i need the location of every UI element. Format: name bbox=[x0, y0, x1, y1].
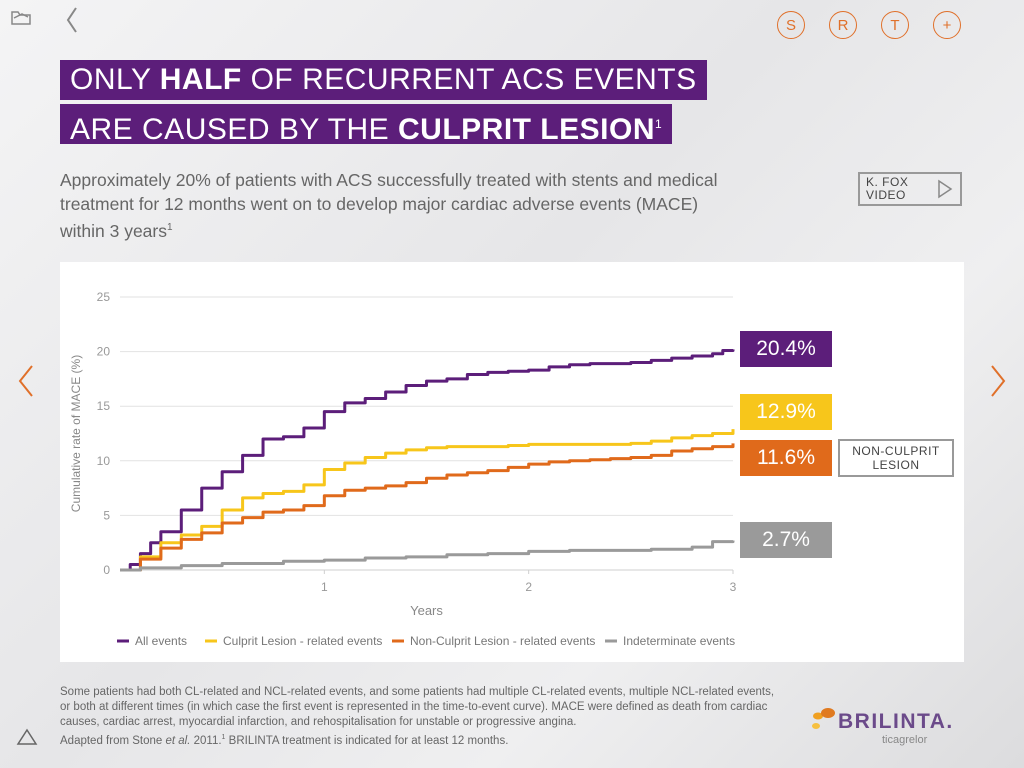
logo-mark-icon bbox=[812, 708, 835, 729]
title-text: OF RECURRENT ACS EVENTS bbox=[241, 63, 697, 96]
legend-label: All events bbox=[135, 634, 187, 648]
title-emphasis: HALF bbox=[159, 63, 242, 96]
mace-chart: 0 5 10 15 20 25 1 2 3 Years Cumulative rate of MAC… bbox=[69, 290, 737, 648]
citation-text: Adapted from Stone bbox=[60, 734, 166, 747]
t-button[interactable]: T bbox=[881, 11, 909, 39]
legend-label: Non-Culprit Lesion - related events bbox=[410, 634, 595, 648]
legend-label: Indeterminate events bbox=[623, 634, 735, 648]
y-tick-label: 5 bbox=[103, 508, 110, 522]
y-tick-label: 20 bbox=[97, 345, 111, 359]
title-text: ARE CAUSED BY THE bbox=[70, 113, 398, 146]
r-button[interactable]: R bbox=[829, 11, 857, 39]
x-tick-label: 1 bbox=[321, 580, 328, 594]
y-axis-label: Cumulative rate of MACE (%) bbox=[69, 355, 83, 512]
citation-italic: et al. bbox=[165, 734, 191, 747]
y-tick-label: 15 bbox=[97, 399, 111, 413]
title-text: ONLY bbox=[70, 63, 160, 96]
culprit-value: 12.9% bbox=[740, 394, 832, 430]
y-tick-label: 25 bbox=[97, 290, 111, 304]
home-folder-icon[interactable] bbox=[10, 8, 32, 26]
s-button[interactable]: S bbox=[777, 11, 805, 39]
title-emphasis: CULPRIT LESION bbox=[397, 113, 655, 146]
logo-name: BRILINTA. bbox=[838, 710, 954, 733]
title-reference: 1 bbox=[655, 117, 663, 131]
title-line-1: ONLY HALF OF RECURRENT ACS EVENTS bbox=[60, 60, 707, 100]
citation-text: BRILINTA treatment is indicated for at l… bbox=[225, 734, 509, 747]
y-tick-label: 0 bbox=[103, 563, 110, 577]
subtitle-reference: 1 bbox=[167, 222, 173, 233]
citation: Adapted from Stone et al. 2011.1 BRILINT… bbox=[60, 730, 780, 749]
footnote-text: Some patients had both CL-related and NC… bbox=[60, 686, 775, 728]
brilinta-logo: BRILINTA. ticagrelor bbox=[808, 704, 968, 748]
citation-text: 2011. bbox=[190, 734, 222, 747]
series-line bbox=[120, 540, 735, 572]
subtitle-text: Approximately 20% of patients with ACS s… bbox=[60, 170, 718, 241]
logo-subtitle: ticagrelor bbox=[882, 734, 928, 746]
all-events-value: 20.4% bbox=[740, 331, 832, 367]
video-button-label: K. FOX VIDEO bbox=[866, 175, 909, 202]
play-icon bbox=[938, 179, 953, 199]
legend-label: Culprit Lesion - related events bbox=[223, 634, 382, 648]
non-culprit-value: 11.6% bbox=[740, 440, 832, 476]
footnote: Some patients had both CL-related and NC… bbox=[60, 685, 780, 749]
reference-triangle-icon[interactable] bbox=[16, 728, 38, 746]
non-culprit-lesion-label: NON-CULPRIT LESION bbox=[838, 439, 954, 477]
add-button[interactable]: + bbox=[933, 11, 961, 39]
subtitle: Approximately 20% of patients with ACS s… bbox=[60, 168, 740, 243]
next-arrow-icon[interactable] bbox=[988, 364, 1008, 398]
title-line-2: ARE CAUSED BY THE CULPRIT LESION1 bbox=[60, 104, 673, 146]
citation-reference: 1 bbox=[221, 734, 226, 741]
x-tick-label: 2 bbox=[525, 580, 532, 594]
back-arrow-icon[interactable] bbox=[64, 6, 80, 34]
x-tick-label: 3 bbox=[730, 580, 737, 594]
series-line bbox=[120, 349, 735, 572]
indeterminate-value: 2.7% bbox=[740, 522, 832, 558]
video-button[interactable]: K. FOX VIDEO bbox=[858, 172, 962, 206]
x-axis-label: Years bbox=[410, 603, 443, 618]
y-tick-label: 10 bbox=[97, 454, 111, 468]
series-line bbox=[120, 443, 735, 572]
previous-arrow-icon[interactable] bbox=[16, 364, 36, 398]
series-line bbox=[120, 429, 735, 572]
